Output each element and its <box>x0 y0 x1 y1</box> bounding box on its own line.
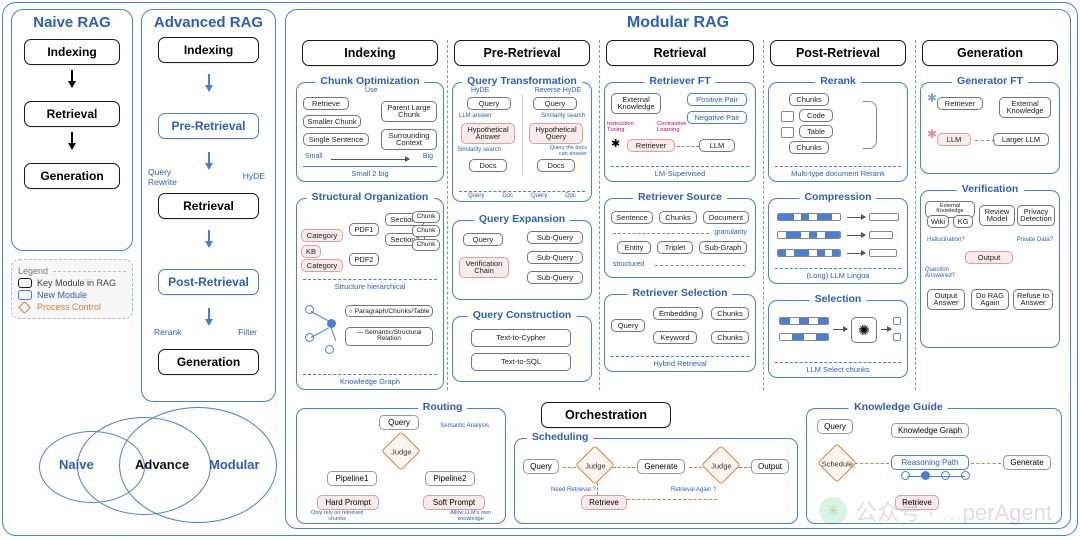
lbl-filter: Filter <box>238 327 257 337</box>
lbl-hyde: HyDE <box>243 171 265 181</box>
chunk-opt-title: Chunk Optimization <box>315 75 424 87</box>
struct-org: Structural Organization Category Categor… <box>296 198 444 390</box>
naive-stage-generation: Generation <box>24 163 120 189</box>
col-generation: Generation <box>922 40 1058 66</box>
naive-title: Naive RAG <box>12 10 132 33</box>
adv-stage-post: Post-Retrieval <box>158 269 259 295</box>
retriever-selection: Retriever Selection Query Embedding Keyw… <box>604 294 756 372</box>
scheduling: Scheduling Query Judge Generate Judge Ou… <box>514 438 798 524</box>
venn-naive: Naive <box>59 457 94 472</box>
verification: Verification External Knowledge Wiki KG … <box>920 190 1060 348</box>
adv-stage-generation: Generation <box>158 349 259 375</box>
venn-modular: Modular <box>209 457 260 472</box>
rerank: Rerank Chunks Code Table Chunks Multi-ty… <box>768 82 908 182</box>
modular-title: Modular RAG <box>286 10 1070 34</box>
adv-stage-retrieval: Retrieval <box>158 193 259 219</box>
llm-icon: ✺ <box>851 317 877 343</box>
advanced-panel: Advanced RAG Indexing Pre-Retrieval Quer… <box>141 9 276 402</box>
legend-key: Key Module in RAG <box>37 278 116 288</box>
generator-ft: Generator FT ✱ Retriever External Knowle… <box>920 82 1060 174</box>
lbl-query-rewrite: Query Rewrite <box>148 167 177 187</box>
query-expansion: Query Expansion Query Verification Chain… <box>452 220 592 300</box>
modular-panel: Modular RAG Indexing Pre-Retrieval Retri… <box>285 9 1071 529</box>
naive-stage-retrieval: Retrieval <box>24 101 120 127</box>
retriever-source: Retriever Source Sentence Chunks Documen… <box>604 198 756 278</box>
adv-stage-pre: Pre-Retrieval <box>158 113 259 139</box>
legend-title: Legend <box>18 266 48 276</box>
lbl-rerank: Rerank <box>154 327 181 337</box>
naive-panel: Naive RAG Indexing Retrieval Generation <box>11 9 133 251</box>
advanced-title: Advanced RAG <box>142 10 275 33</box>
col-post: Post-Retrieval <box>770 40 906 66</box>
adv-stage-indexing: Indexing <box>158 37 259 63</box>
retriever-ft: Retriever FT External Knowledge Positive… <box>604 82 756 182</box>
query-transform: Query Transformation HyDE Reverse HyDE Q… <box>452 82 592 202</box>
struct-org-title: Structural Organization <box>307 191 434 203</box>
venn: Naive Advance Modular <box>7 401 279 529</box>
selection: Selection ✺ LLM Select chunks <box>768 300 908 378</box>
col-pre: Pre-Retrieval <box>454 40 590 66</box>
chunk-opt: Chunk Optimization Use Retrieve Smaller … <box>296 82 444 182</box>
legend-process: Process Control <box>37 302 101 312</box>
venn-advance: Advance <box>135 457 189 472</box>
naive-stage-indexing: Indexing <box>24 39 120 65</box>
orchestration-head: Orchestration <box>541 402 671 428</box>
legend-new: New Module <box>37 290 87 300</box>
query-construction: Query Construction Text-to-Cypher Text-t… <box>452 316 592 382</box>
col-retrieval: Retrieval <box>606 40 754 66</box>
routing: Routing Query Semantic Analysis Judge Pi… <box>296 408 506 524</box>
wechat-icon: ✳ <box>819 497 847 525</box>
root-frame: Naive RAG Indexing Retrieval Generation … <box>2 2 1078 536</box>
watermark: ✳ 公众号 · …perAgent <box>819 495 1052 527</box>
col-indexing: Indexing <box>302 40 438 66</box>
compression: Compression (Long) LLM Lingua <box>768 198 908 284</box>
legend: Legend Key Module in RAG New Module Proc… <box>11 259 133 319</box>
